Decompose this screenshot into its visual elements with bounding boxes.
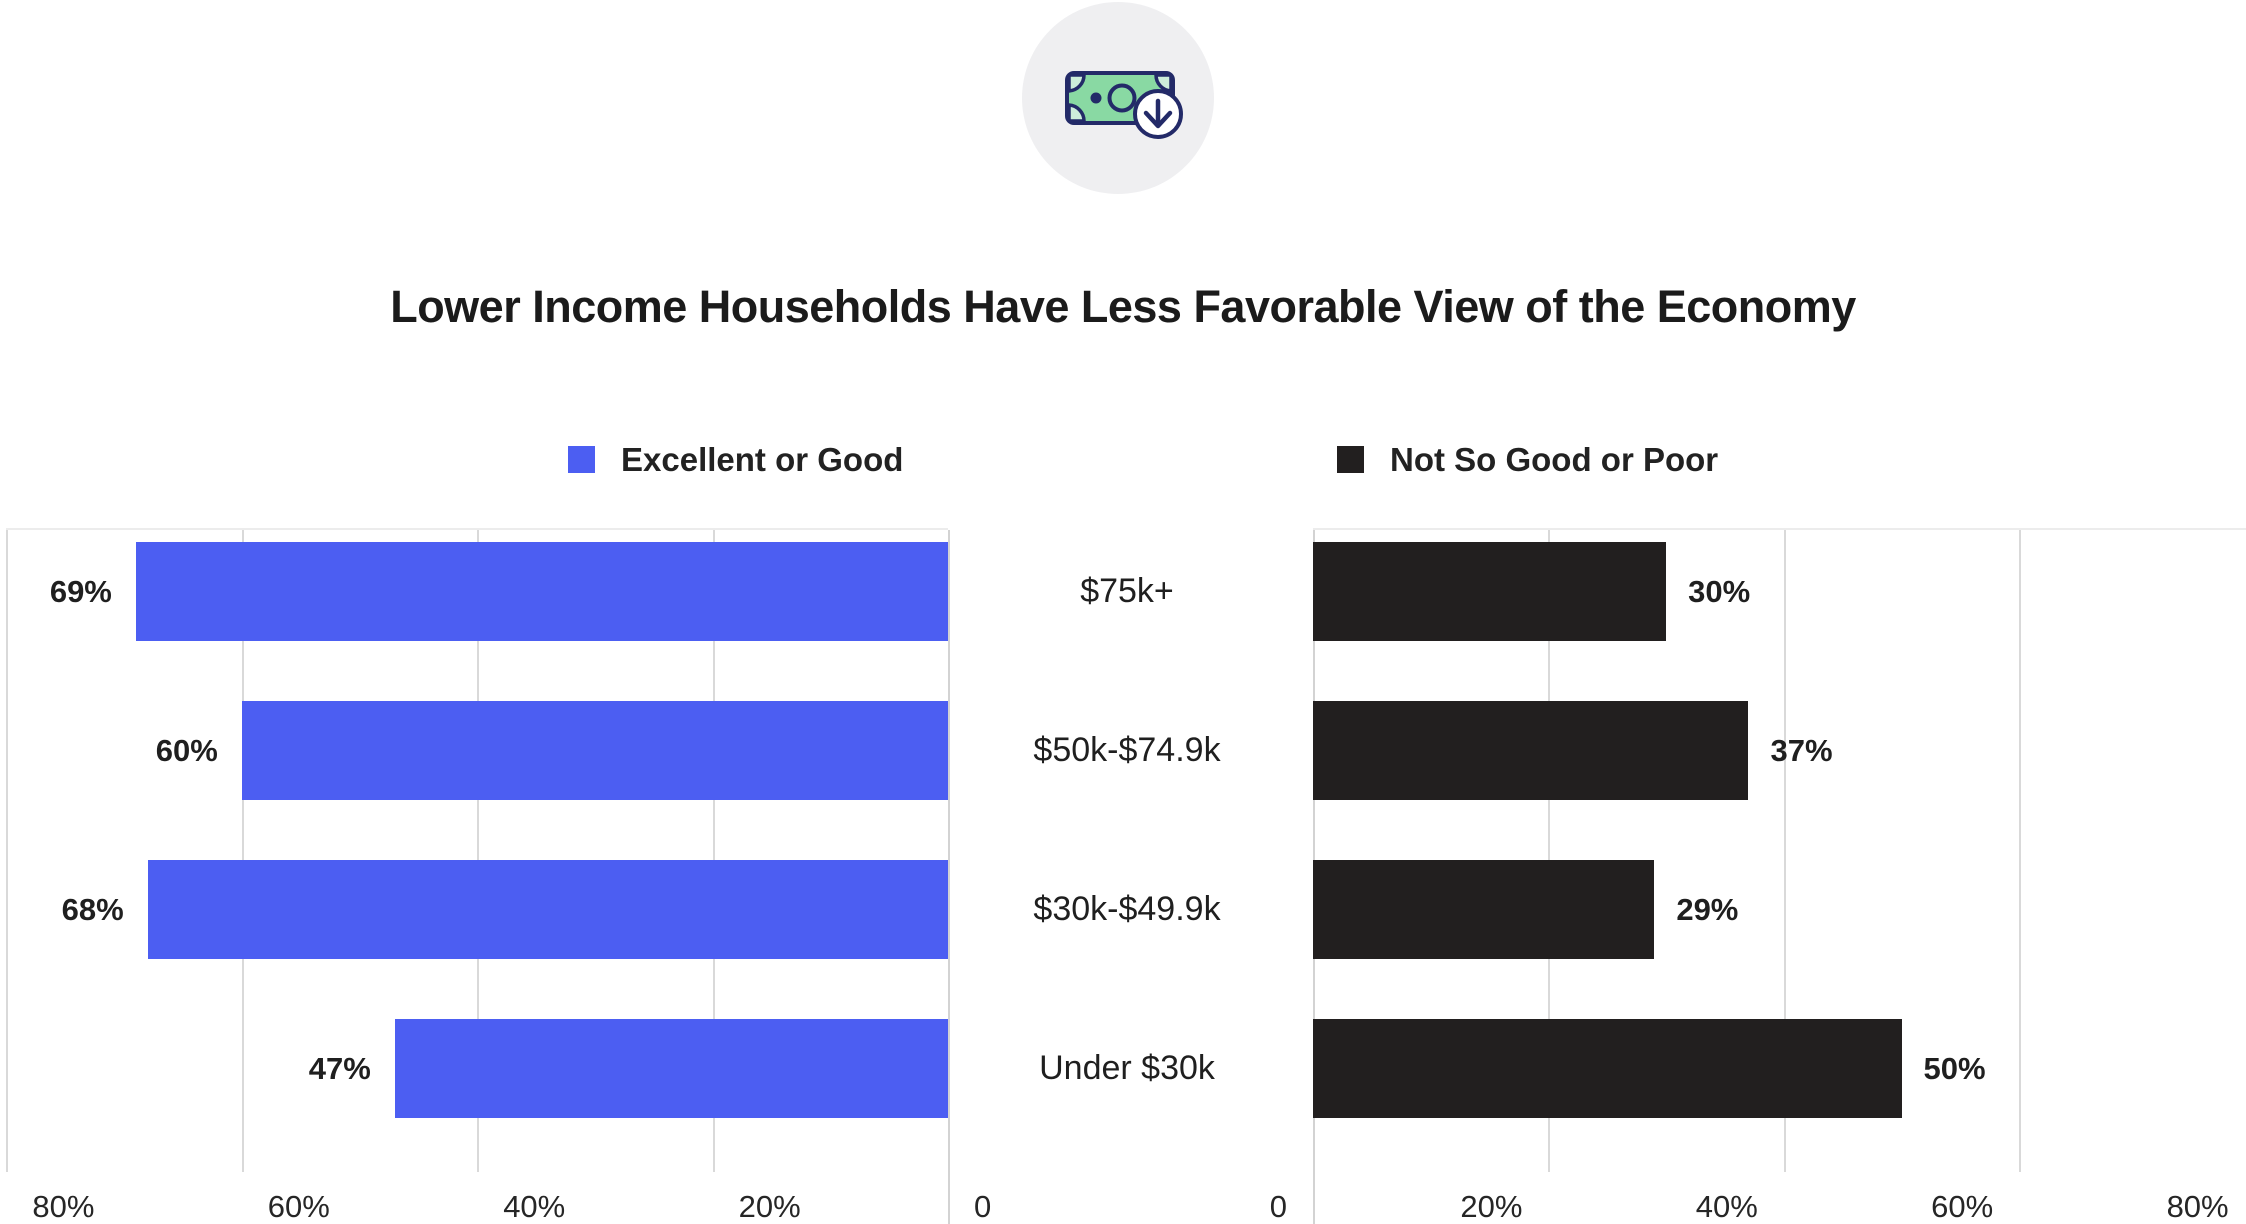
legend-item-not-so-good-or-poor: Not So Good or Poor [1337, 441, 1718, 478]
bar-excellent-or-good [241, 701, 948, 800]
bar-not-so-good-or-poor [1313, 1019, 1902, 1118]
axis-tick-label: 0 [974, 1189, 992, 1224]
axis-tick-label: 20% [1460, 1189, 1523, 1224]
value-label-excellent-or-good: 69% [49, 574, 112, 609]
category-label: Under $30k [1039, 1049, 1215, 1087]
bar-excellent-or-good [394, 1019, 948, 1118]
bar-not-so-good-or-poor [1313, 542, 1667, 641]
value-label-not-so-good-or-poor: 30% [1688, 574, 1751, 609]
money-icon-badge [1022, 2, 1214, 194]
value-label-not-so-good-or-poor: 29% [1676, 892, 1739, 927]
value-label-excellent-or-good: 68% [61, 892, 124, 927]
chart-title: Lower Income Households Have Less Favora… [390, 281, 1856, 332]
value-label-excellent-or-good: 60% [155, 733, 218, 768]
gridline [2019, 530, 2022, 1172]
category-label: $30k-$49.9k [1033, 890, 1221, 928]
category-label: $50k-$74.9k [1033, 731, 1221, 769]
axis-tick-label: 80% [2166, 1189, 2229, 1224]
gridline [241, 530, 244, 1172]
legend-label: Not So Good or Poor [1390, 440, 1719, 478]
axis-tick-label: 40% [503, 1189, 566, 1224]
axis-tick-label: 60% [1931, 1189, 1994, 1224]
value-label-not-so-good-or-poor: 50% [1923, 1051, 1986, 1086]
legend-item-excellent-or-good: Excellent or Good [568, 441, 903, 478]
gridline [477, 530, 480, 1172]
legend-swatch-dark [1337, 446, 1364, 473]
bar-not-so-good-or-poor [1313, 701, 1749, 800]
gridline [712, 530, 715, 1172]
category-label: $75k+ [1080, 572, 1174, 610]
gridline [1783, 530, 1786, 1172]
plot-top-border-right [1313, 528, 2246, 530]
legend-label: Excellent or Good [621, 440, 904, 478]
axis-tick-label: 0 [1269, 1189, 1287, 1224]
legend-swatch-blue [568, 446, 595, 473]
bar-excellent-or-good [135, 542, 948, 641]
value-label-not-so-good-or-poor: 37% [1770, 733, 1833, 768]
gridline [6, 530, 9, 1172]
axis-line-left-zero [948, 530, 950, 1224]
axis-tick-label: 80% [32, 1189, 95, 1224]
axis-tick-label: 20% [738, 1189, 801, 1224]
plot-top-border-left [6, 528, 948, 530]
money-bill-download-icon [1065, 71, 1183, 139]
bar-excellent-or-good [147, 860, 948, 959]
value-label-excellent-or-good: 47% [308, 1051, 371, 1086]
axis-tick-label: 60% [267, 1189, 330, 1224]
gridline [1548, 530, 1551, 1172]
axis-tick-label: 40% [1695, 1189, 1758, 1224]
bar-not-so-good-or-poor [1313, 860, 1655, 959]
